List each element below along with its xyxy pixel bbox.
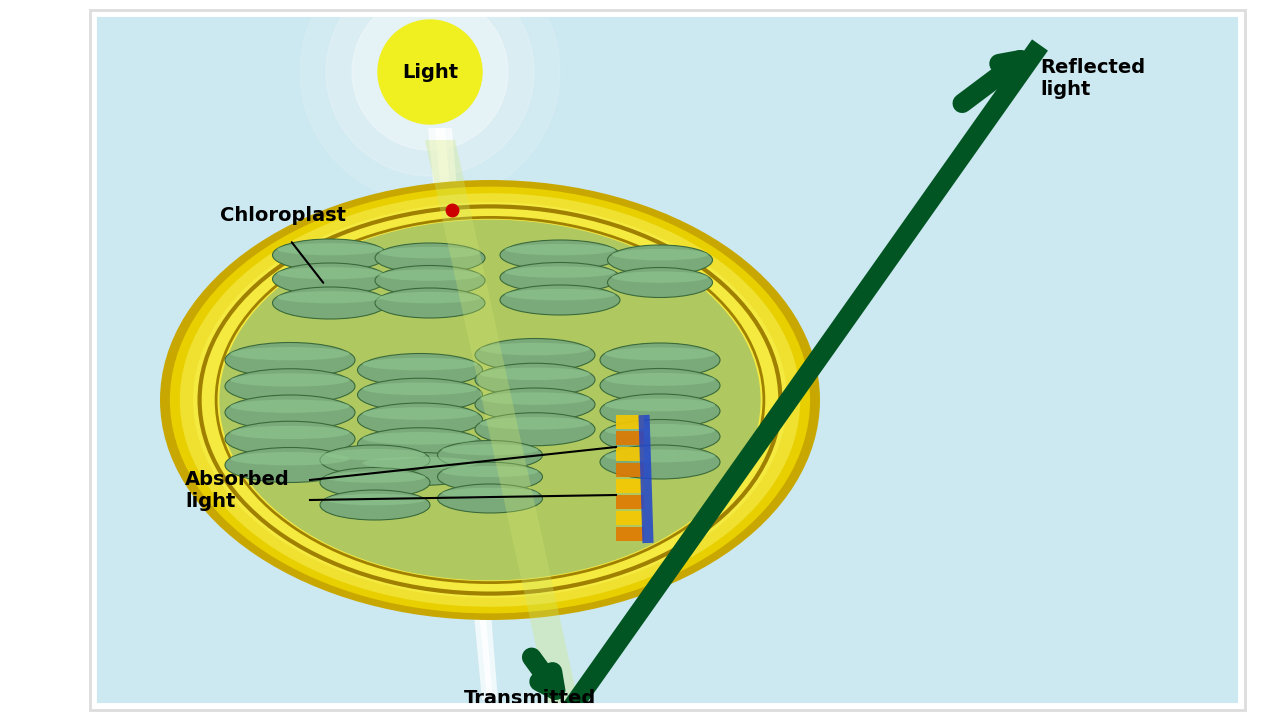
- Text: Chloroplast: Chloroplast: [220, 205, 346, 225]
- Ellipse shape: [219, 220, 760, 580]
- Ellipse shape: [193, 202, 787, 598]
- Ellipse shape: [230, 347, 349, 360]
- Text: Absorbed
light: Absorbed light: [186, 469, 289, 510]
- Ellipse shape: [362, 456, 477, 469]
- Ellipse shape: [475, 338, 595, 372]
- Circle shape: [300, 0, 561, 202]
- Ellipse shape: [612, 249, 708, 261]
- Ellipse shape: [362, 408, 477, 420]
- Ellipse shape: [600, 420, 719, 454]
- Ellipse shape: [442, 444, 539, 455]
- Ellipse shape: [324, 472, 425, 483]
- Ellipse shape: [357, 403, 483, 436]
- Ellipse shape: [273, 263, 388, 295]
- Ellipse shape: [225, 343, 355, 377]
- Ellipse shape: [362, 358, 477, 370]
- Ellipse shape: [379, 292, 480, 303]
- Ellipse shape: [225, 395, 355, 430]
- Bar: [616, 511, 644, 525]
- Ellipse shape: [170, 186, 810, 613]
- Ellipse shape: [480, 343, 590, 356]
- Ellipse shape: [276, 267, 383, 279]
- Ellipse shape: [608, 245, 713, 275]
- Ellipse shape: [504, 289, 616, 300]
- Text: Reflected
light: Reflected light: [1039, 58, 1146, 99]
- Circle shape: [378, 20, 483, 124]
- Ellipse shape: [160, 180, 820, 620]
- Ellipse shape: [438, 441, 543, 469]
- Circle shape: [352, 0, 508, 150]
- Ellipse shape: [375, 266, 485, 295]
- Ellipse shape: [504, 244, 616, 256]
- Ellipse shape: [475, 413, 595, 446]
- Ellipse shape: [357, 428, 483, 461]
- Bar: [616, 415, 644, 429]
- Ellipse shape: [230, 426, 349, 439]
- FancyBboxPatch shape: [90, 10, 1245, 710]
- Bar: [616, 447, 644, 461]
- Ellipse shape: [604, 348, 716, 360]
- Ellipse shape: [475, 364, 595, 396]
- Ellipse shape: [362, 382, 477, 395]
- Bar: [616, 463, 644, 477]
- Ellipse shape: [600, 394, 719, 428]
- Ellipse shape: [230, 373, 349, 387]
- Text: Light: Light: [402, 63, 458, 81]
- Ellipse shape: [475, 388, 595, 421]
- Polygon shape: [435, 128, 493, 700]
- Polygon shape: [428, 128, 498, 700]
- Ellipse shape: [604, 373, 716, 386]
- Ellipse shape: [500, 263, 620, 292]
- Ellipse shape: [375, 288, 485, 318]
- Ellipse shape: [600, 369, 719, 402]
- Circle shape: [326, 0, 534, 176]
- Ellipse shape: [225, 421, 355, 456]
- Ellipse shape: [500, 285, 620, 315]
- Ellipse shape: [442, 466, 539, 477]
- Ellipse shape: [375, 243, 485, 273]
- Text: Transmitted: Transmitted: [463, 688, 596, 708]
- Ellipse shape: [438, 462, 543, 491]
- Ellipse shape: [230, 400, 349, 413]
- Polygon shape: [425, 140, 580, 710]
- Ellipse shape: [276, 291, 383, 303]
- Ellipse shape: [504, 266, 616, 278]
- Ellipse shape: [600, 445, 719, 479]
- Ellipse shape: [320, 490, 430, 520]
- Bar: [616, 527, 644, 541]
- Ellipse shape: [357, 354, 483, 387]
- Ellipse shape: [608, 268, 713, 297]
- Ellipse shape: [324, 494, 425, 505]
- Ellipse shape: [362, 432, 477, 444]
- Ellipse shape: [324, 449, 425, 460]
- Ellipse shape: [179, 193, 800, 607]
- Ellipse shape: [480, 392, 590, 405]
- Ellipse shape: [600, 343, 719, 377]
- Ellipse shape: [612, 271, 708, 283]
- Ellipse shape: [438, 484, 543, 513]
- Ellipse shape: [480, 417, 590, 430]
- Bar: [616, 431, 644, 445]
- Ellipse shape: [500, 240, 620, 270]
- Ellipse shape: [320, 467, 430, 498]
- Ellipse shape: [442, 487, 539, 499]
- Ellipse shape: [230, 452, 349, 465]
- Ellipse shape: [320, 445, 430, 475]
- Ellipse shape: [604, 449, 716, 462]
- Ellipse shape: [276, 243, 383, 256]
- Ellipse shape: [357, 378, 483, 411]
- Ellipse shape: [273, 287, 388, 319]
- Bar: [616, 479, 644, 493]
- Ellipse shape: [273, 239, 388, 271]
- Ellipse shape: [480, 367, 590, 380]
- Ellipse shape: [357, 452, 483, 485]
- Ellipse shape: [379, 269, 480, 281]
- Ellipse shape: [604, 424, 716, 437]
- Ellipse shape: [604, 398, 716, 411]
- Ellipse shape: [225, 448, 355, 482]
- Ellipse shape: [225, 369, 355, 404]
- Bar: [616, 495, 644, 509]
- Ellipse shape: [379, 247, 480, 258]
